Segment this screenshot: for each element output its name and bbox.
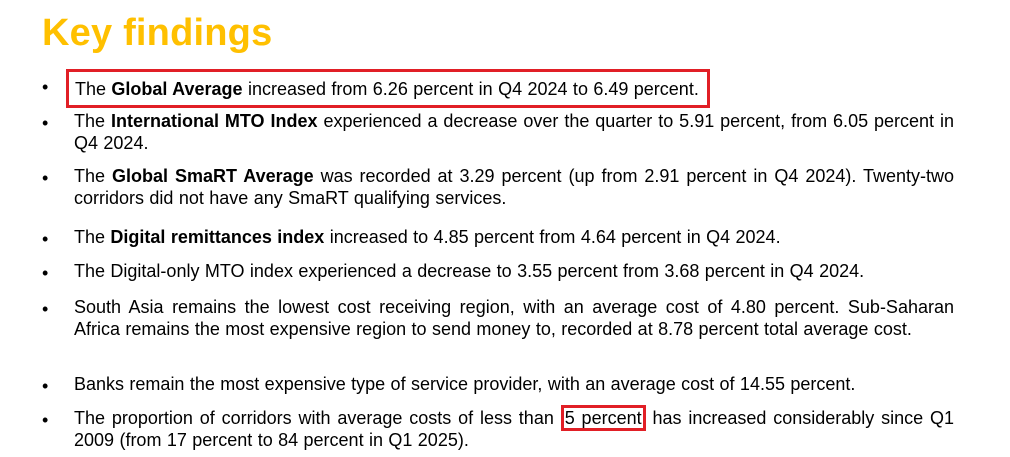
bullet-icon: • xyxy=(42,113,49,133)
finding-text-post: increased to 4.85 percent from 4.64 perc… xyxy=(324,227,781,247)
bullet-icon: • xyxy=(42,299,49,319)
finding-text: The Digital-only MTO index experienced a… xyxy=(74,261,865,281)
bullet-icon: • xyxy=(42,376,49,396)
finding-text: Banks remain the most expensive type of … xyxy=(74,374,856,394)
finding-text-bold: International MTO Index xyxy=(110,111,318,131)
finding-text-pre: The proportion of corridors with average… xyxy=(74,408,561,428)
page-title: Key findings xyxy=(42,12,273,54)
finding-text-pre: The xyxy=(74,111,111,131)
bullet-icon: • xyxy=(42,168,49,188)
finding-text-pre: The xyxy=(74,166,112,186)
highlight-box-5-percent: 5 percent xyxy=(560,405,646,431)
finding-text-bold: Global Average xyxy=(111,79,243,99)
bullet-icon: • xyxy=(42,229,49,249)
finding-text-post: has increased considerably since Q1 2009… xyxy=(74,408,955,450)
finding-text: South Asia remains the lowest cost recei… xyxy=(74,297,954,339)
finding-text-pre: The xyxy=(75,79,112,99)
finding-text-bold: Digital remittances index xyxy=(110,227,325,247)
bullet-icon: • xyxy=(42,263,49,283)
finding-text-bold: Global SmaRT Average xyxy=(111,166,314,186)
finding-text-pre: The xyxy=(74,227,111,247)
finding-text-post: increased from 6.26 percent in Q4 2024 t… xyxy=(242,79,699,99)
bullet-icon: • xyxy=(42,77,49,97)
finding-text-post: experienced a decrease over the quarter … xyxy=(74,111,954,153)
highlight-box-global-average: The Global Average increased from 6.26 p… xyxy=(66,69,710,108)
bullet-icon: • xyxy=(42,410,49,430)
finding-text-post: was recorded at 3.29 percent (up from 2.… xyxy=(74,166,955,208)
